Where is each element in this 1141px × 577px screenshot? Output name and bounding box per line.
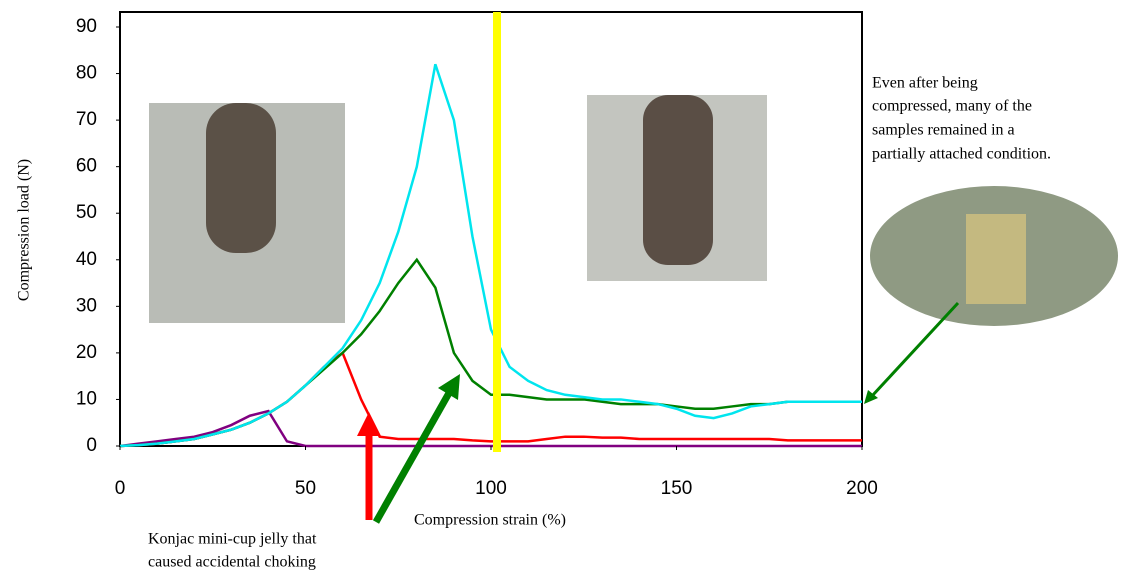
plunger xyxy=(206,103,276,253)
series-line xyxy=(119,350,862,448)
y-tick-label: 0 xyxy=(86,435,97,456)
annotation: caused accidental choking xyxy=(148,554,316,571)
series-line xyxy=(119,63,862,448)
arrow-head xyxy=(864,390,878,404)
x-tick-label: 200 xyxy=(846,478,878,499)
annotation: Konjac mini-cup jelly that xyxy=(148,531,317,548)
annotation: samples remained in a xyxy=(872,122,1015,139)
y-tick-label: 20 xyxy=(76,342,97,363)
plunger xyxy=(643,95,713,265)
arrow-head xyxy=(357,412,381,436)
sample xyxy=(966,214,1026,304)
y-tick-label: 60 xyxy=(76,156,97,177)
y-tick-label: 50 xyxy=(76,202,97,223)
x-tick-label: 50 xyxy=(295,478,316,499)
y-tick-label: 40 xyxy=(76,249,97,270)
annotation: Even after being xyxy=(872,75,978,92)
annotation: compressed, many of the xyxy=(872,98,1032,115)
y-tick-label: 10 xyxy=(76,388,97,409)
y-tick-label: 30 xyxy=(76,295,97,316)
x-tick-label: 100 xyxy=(475,478,507,499)
y-tick-label: 80 xyxy=(76,63,97,84)
arrow-green xyxy=(372,391,453,524)
annotation: partially attached condition. xyxy=(872,146,1051,163)
arrow-sample xyxy=(870,301,960,398)
x-axis-label: Compression strain (%) xyxy=(414,512,566,529)
arrow-head xyxy=(438,374,460,400)
y-tick-label: 70 xyxy=(76,109,97,130)
y-tick-label: 90 xyxy=(76,16,97,37)
x-tick-label: 150 xyxy=(661,478,693,499)
y-axis-label: Compression load (N) xyxy=(16,159,33,301)
x-tick-label: 0 xyxy=(115,478,126,499)
